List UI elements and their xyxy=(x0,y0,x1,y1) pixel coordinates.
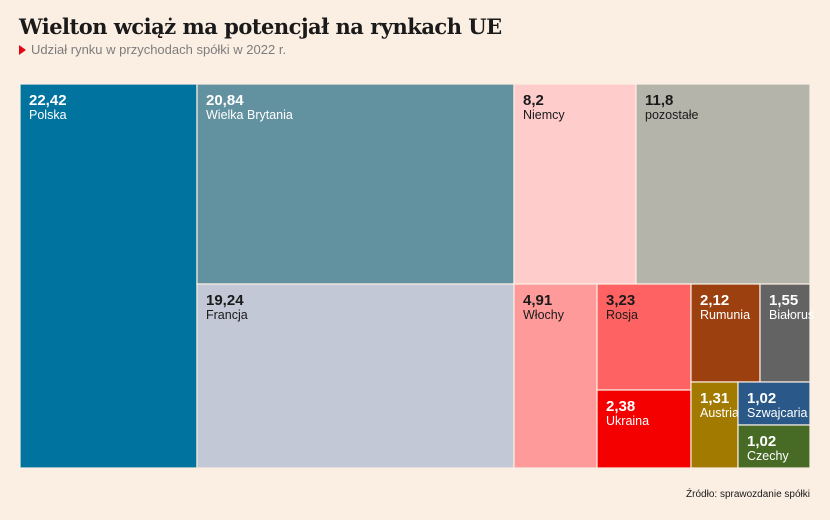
tile-label-rosja: Rosja xyxy=(606,308,638,322)
tile-label-rumunia: Rumunia xyxy=(700,308,750,322)
tile-rect-pozostale xyxy=(635,83,811,285)
tile-label-austria: Austria xyxy=(700,406,739,420)
tile-value-czechy: 1,02 xyxy=(747,433,776,450)
tile-label-wielka-brytania: Wielka Brytania xyxy=(206,108,293,122)
tile-value-wlochy: 4,91 xyxy=(523,292,552,309)
tile-value-polska: 22,42 xyxy=(29,92,67,109)
chart-title: Wielton wciąż ma potencjał na rynkach UE xyxy=(19,14,502,39)
tile-label-wlochy: Włochy xyxy=(523,308,565,322)
tile-value-rumunia: 2,12 xyxy=(700,292,729,309)
tile-rect-polska xyxy=(19,83,198,469)
tile-label-szwajcaria: Szwajcaria xyxy=(747,406,807,420)
tile-rect-ukraina xyxy=(596,389,692,469)
chart-subtitle: Udział rynku w przychodach spółki w 2022… xyxy=(19,42,286,57)
tile-rect-francja xyxy=(196,283,515,469)
tile-rect-wlochy xyxy=(513,283,598,469)
tile-label-francja: Francja xyxy=(206,308,248,322)
source-note: Źródło: sprawozdanie spółki xyxy=(686,489,810,500)
tile-label-ukraina: Ukraina xyxy=(606,414,649,428)
tile-value-ukraina: 2,38 xyxy=(606,398,635,415)
tile-rect-czechy xyxy=(737,424,811,469)
triangle-marker-icon xyxy=(19,45,26,55)
chart-subtitle-text: Udział rynku w przychodach spółki w 2022… xyxy=(31,42,287,57)
tile-value-niemcy: 8,2 xyxy=(523,92,544,109)
tile-rect-rosja xyxy=(596,283,692,391)
tile-label-niemcy: Niemcy xyxy=(523,108,565,122)
tile-label-czechy: Czechy xyxy=(747,449,789,463)
tile-value-bialorus: 1,55 xyxy=(769,292,798,309)
tile-label-bialorus: Białoruś xyxy=(769,308,814,322)
tile-rect-szwajcaria xyxy=(737,381,811,426)
tile-rect-wielka-brytania xyxy=(196,83,515,285)
tile-value-francja: 19,24 xyxy=(206,292,244,309)
tile-rect-bialorus xyxy=(759,283,811,383)
tile-rect-niemcy xyxy=(513,83,637,285)
tile-value-rosja: 3,23 xyxy=(606,292,635,309)
tile-value-austria: 1,31 xyxy=(700,390,729,407)
tile-label-pozostale: pozostałe xyxy=(645,108,699,122)
tile-value-szwajcaria: 1,02 xyxy=(747,390,776,407)
tile-label-polska: Polska xyxy=(29,108,67,122)
tile-value-pozostale: 11,8 xyxy=(645,92,673,109)
tile-value-wielka-brytania: 20,84 xyxy=(206,92,244,109)
